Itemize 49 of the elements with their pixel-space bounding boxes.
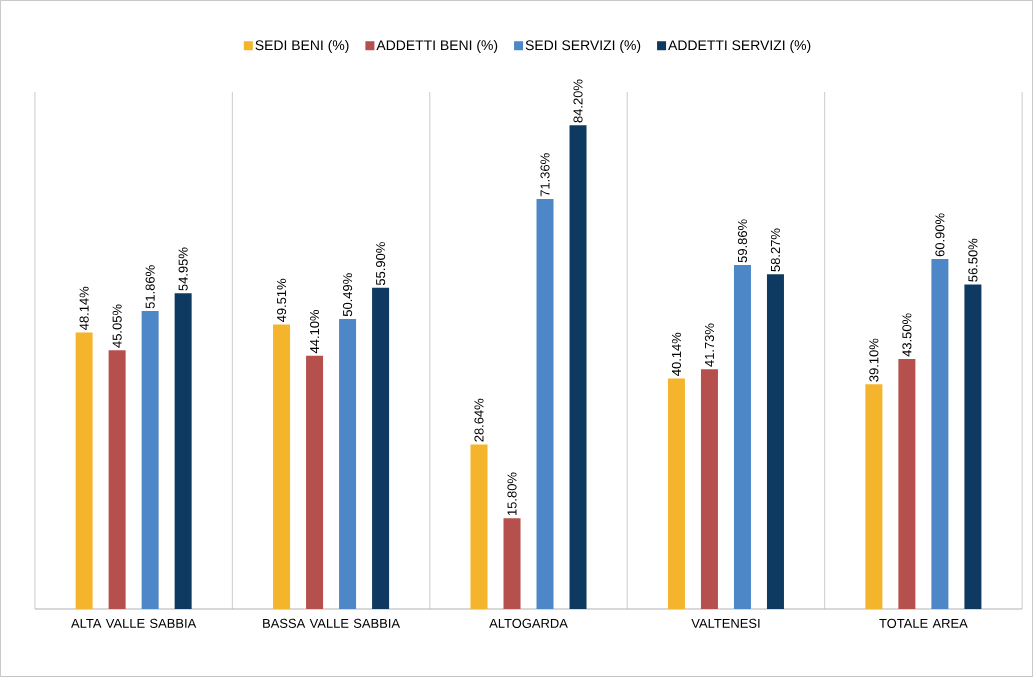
- bar: [766, 274, 784, 610]
- data-label: 60.90%: [935, 213, 945, 257]
- data-label: 41.73%: [704, 323, 715, 367]
- data-label: 39.10%: [869, 338, 879, 382]
- legend-label: SEDI BENI (%): [255, 39, 349, 53]
- data-label: 40.14%: [671, 332, 682, 376]
- x-tick-label: ALTOGARDA: [489, 618, 568, 628]
- data-label: 55.90%: [375, 242, 386, 286]
- data-label: 51.86%: [145, 265, 155, 309]
- bar: [569, 125, 587, 610]
- x-tick-label: BASSA VALLE SABBIA: [263, 618, 401, 628]
- data-label: 49.51%: [276, 278, 287, 323]
- bar: [75, 332, 93, 610]
- data-label: 56.50%: [968, 238, 978, 282]
- bar: [470, 444, 488, 610]
- bar: [733, 265, 751, 610]
- data-label: 45.05%: [112, 304, 122, 348]
- data-label: 58.27%: [770, 228, 781, 272]
- x-tick-label: ALTA VALLE SABBIA: [71, 618, 197, 628]
- bar: [174, 293, 192, 610]
- bar: [306, 355, 324, 610]
- legend-label: ADDETTI BENI (%): [376, 39, 498, 53]
- bar: [339, 318, 357, 610]
- data-label: 54.95%: [178, 247, 188, 291]
- data-label: 48.14%: [79, 286, 89, 330]
- data-label: 50.49%: [342, 273, 353, 317]
- bar: [700, 369, 718, 610]
- bar: [667, 378, 685, 610]
- legend-label: SEDI SERVIZI (%): [525, 39, 641, 53]
- data-label: 84.20%: [573, 79, 583, 123]
- bar: [372, 287, 390, 610]
- bar: [898, 359, 916, 610]
- bar: [141, 311, 159, 610]
- x-tick-label: VALTENESI: [691, 618, 760, 628]
- data-label: 15.80%: [507, 472, 517, 516]
- data-label: 28.64%: [474, 398, 484, 442]
- data-label: 71.36%: [540, 153, 550, 197]
- bar: [865, 384, 883, 610]
- data-label: 59.86%: [737, 219, 748, 263]
- bar: [964, 284, 982, 610]
- bar: [108, 350, 126, 610]
- legend-label: ADDETTI SERVIZI (%): [668, 39, 811, 53]
- bar: [503, 518, 521, 610]
- bar: [931, 259, 949, 610]
- bar: [273, 324, 291, 610]
- x-tick-label: TOTALE AREA: [879, 618, 968, 628]
- data-label: 44.10%: [309, 309, 320, 354]
- bar: [536, 199, 554, 610]
- data-label: 43.50%: [902, 313, 912, 357]
